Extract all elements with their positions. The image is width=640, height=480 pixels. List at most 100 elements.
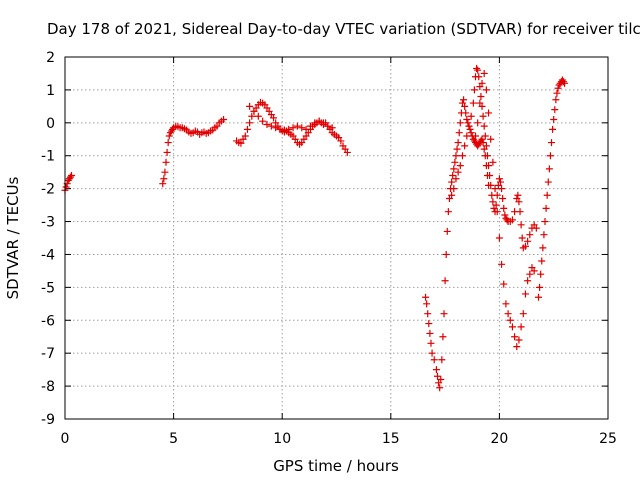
data-point bbox=[561, 79, 569, 87]
data-point bbox=[550, 116, 558, 124]
data-point bbox=[554, 84, 562, 92]
data-point bbox=[337, 137, 345, 145]
data-point bbox=[62, 183, 70, 191]
data-point bbox=[521, 242, 529, 250]
data-point bbox=[475, 73, 483, 81]
data-point bbox=[551, 106, 559, 114]
data-point bbox=[444, 208, 452, 216]
data-point bbox=[461, 142, 469, 150]
data-point bbox=[481, 132, 489, 140]
data-point bbox=[489, 158, 497, 166]
data-point bbox=[467, 112, 475, 120]
data-point bbox=[66, 173, 74, 181]
data-point bbox=[478, 79, 486, 87]
data-point bbox=[482, 86, 490, 94]
data-point bbox=[462, 109, 470, 117]
data-point bbox=[516, 208, 524, 216]
data-point bbox=[162, 158, 170, 166]
data-point bbox=[463, 116, 471, 124]
data-point bbox=[508, 323, 516, 331]
data-point bbox=[546, 152, 554, 160]
data-point bbox=[302, 125, 310, 133]
data-point bbox=[474, 66, 482, 74]
data-point bbox=[549, 125, 557, 133]
data-point bbox=[425, 320, 433, 328]
data-point bbox=[433, 372, 441, 380]
data-point bbox=[495, 175, 503, 183]
data-point bbox=[493, 191, 501, 199]
data-point bbox=[519, 310, 527, 318]
data-point bbox=[534, 293, 542, 301]
ticks bbox=[64, 56, 609, 420]
data-point bbox=[293, 122, 301, 130]
data-point bbox=[298, 124, 306, 132]
data-point bbox=[241, 132, 249, 140]
data-point bbox=[498, 260, 506, 268]
data-point bbox=[169, 125, 177, 133]
y-tick-label: -5 bbox=[41, 280, 55, 296]
y-tick-label: -9 bbox=[41, 412, 55, 428]
data-point bbox=[498, 185, 506, 193]
data-point bbox=[506, 316, 514, 324]
data-point bbox=[438, 356, 446, 364]
data-point bbox=[68, 171, 76, 179]
data-point bbox=[493, 208, 501, 216]
data-point bbox=[502, 300, 510, 308]
x-axis-label: GPS time / hours bbox=[273, 457, 399, 475]
data-point bbox=[478, 135, 486, 143]
data-point bbox=[491, 185, 499, 193]
data-point bbox=[159, 180, 167, 188]
data-point bbox=[548, 139, 556, 147]
data-point bbox=[436, 384, 444, 392]
data-point bbox=[443, 227, 451, 235]
plot-frame bbox=[64, 56, 609, 420]
data-point bbox=[449, 171, 457, 179]
data-point bbox=[276, 125, 284, 133]
x-tick-label: 0 bbox=[61, 431, 70, 447]
series-seg8 bbox=[534, 76, 569, 301]
data-point bbox=[424, 310, 432, 318]
data-point bbox=[495, 234, 503, 242]
data-point bbox=[485, 162, 493, 170]
data-points bbox=[61, 65, 569, 392]
data-point bbox=[456, 119, 464, 127]
data-point bbox=[538, 257, 546, 265]
x-tick-label: 25 bbox=[599, 431, 617, 447]
data-point bbox=[537, 270, 545, 278]
data-point bbox=[343, 148, 351, 156]
data-point bbox=[441, 277, 449, 285]
data-point bbox=[460, 96, 468, 104]
data-point bbox=[270, 114, 278, 122]
y-tick-label: -8 bbox=[41, 379, 55, 395]
y-tick-label: 1 bbox=[46, 83, 55, 99]
data-point bbox=[237, 139, 245, 147]
data-point bbox=[454, 139, 462, 147]
data-point bbox=[458, 152, 466, 160]
data-point bbox=[486, 171, 494, 179]
data-point bbox=[248, 112, 256, 120]
data-point bbox=[517, 323, 525, 331]
data-point bbox=[467, 129, 475, 137]
data-point bbox=[439, 333, 447, 341]
data-point bbox=[499, 195, 507, 203]
data-point bbox=[448, 178, 456, 186]
data-point bbox=[492, 201, 500, 209]
data-point bbox=[328, 124, 336, 132]
series-seg1 bbox=[61, 171, 76, 194]
data-point bbox=[163, 148, 171, 156]
data-point bbox=[423, 300, 431, 308]
data-point bbox=[544, 178, 552, 186]
data-point bbox=[511, 333, 519, 341]
data-point bbox=[437, 376, 445, 384]
data-point bbox=[165, 132, 173, 140]
data-point bbox=[487, 135, 495, 143]
data-point bbox=[306, 122, 314, 130]
data-point bbox=[285, 125, 293, 133]
y-axis-label: SDTVAR / TECUs bbox=[4, 176, 22, 299]
chart-title: Day 178 of 2021, Sidereal Day-to-day VTE… bbox=[47, 20, 640, 38]
data-point bbox=[161, 168, 169, 176]
data-point bbox=[500, 204, 508, 212]
data-point bbox=[482, 142, 490, 150]
x-tick-label: 20 bbox=[490, 431, 508, 447]
grid bbox=[65, 57, 608, 419]
